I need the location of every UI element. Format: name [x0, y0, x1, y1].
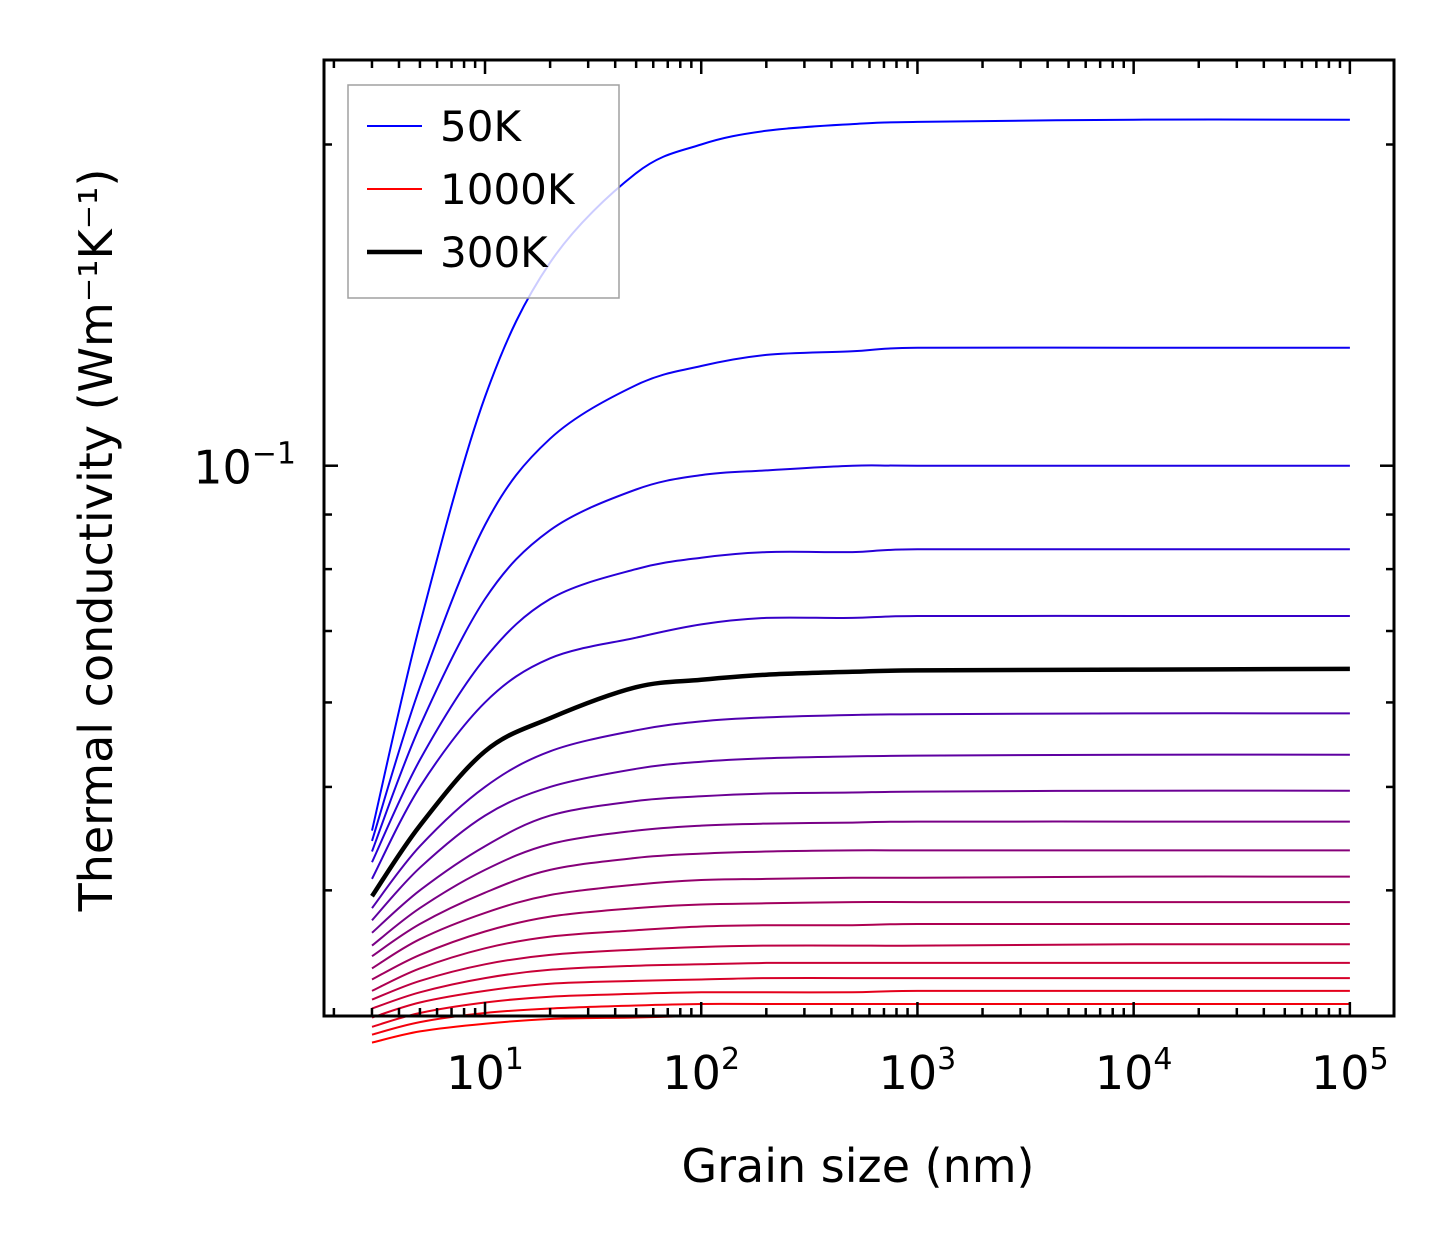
series-line-650k — [371, 901, 1350, 981]
series-line-100k — [371, 346, 1350, 842]
labels-layer: 101 102 103 104 105 10−1 — [193, 437, 1388, 1100]
legend-label-50k: 50K — [440, 102, 522, 151]
y-axis-title: Thermal conductivity (Wm⁻¹K⁻¹) — [69, 169, 123, 913]
series-line-550k — [371, 849, 1350, 958]
legend: 50K 1000K 300K — [347, 84, 620, 299]
x-tick-label: 105 — [1311, 1042, 1389, 1100]
x-tick-label: 103 — [879, 1042, 957, 1100]
plot-frame — [322, 58, 1396, 1018]
series-line-1000k — [371, 1014, 1350, 1044]
series-line-250k — [371, 614, 1350, 880]
series-line-200k — [371, 548, 1350, 863]
x-axis-title: Grain size (nm) — [682, 1139, 1035, 1193]
series-line-700k — [371, 922, 1350, 992]
series-line-800k — [371, 961, 1350, 1010]
y-tick-label: 10−1 — [193, 437, 296, 495]
x-tick-label: 104 — [1095, 1042, 1173, 1100]
series-line-500k — [371, 820, 1350, 947]
x-tick-label: 101 — [446, 1042, 524, 1100]
series-line-750k — [371, 943, 1350, 1001]
series-line-450k — [371, 789, 1350, 934]
legend-box — [347, 84, 620, 299]
series-line-400k — [371, 753, 1350, 921]
x-tick-label: 102 — [662, 1042, 740, 1100]
legend-label-1000k: 1000K — [440, 165, 576, 214]
series-line-150k — [371, 464, 1350, 852]
series-line-50k — [371, 118, 1350, 831]
legend-label-300k: 300K — [440, 228, 549, 277]
series-line-350k — [371, 712, 1350, 909]
series-line-950k — [371, 1002, 1350, 1036]
series-line-300k — [370, 666, 1350, 898]
series-layer — [370, 118, 1350, 1044]
series-line-850k — [371, 977, 1350, 1019]
series-line-600k — [371, 875, 1350, 970]
